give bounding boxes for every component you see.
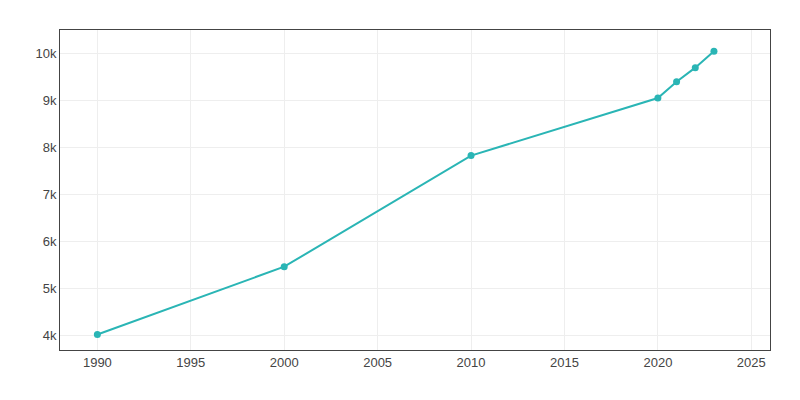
svg-text:2010: 2010 [457, 355, 486, 370]
svg-text:9k: 9k [43, 93, 57, 108]
svg-text:1990: 1990 [83, 355, 112, 370]
svg-text:2020: 2020 [643, 355, 672, 370]
svg-text:7k: 7k [43, 187, 57, 202]
svg-text:5k: 5k [43, 281, 57, 296]
svg-text:2025: 2025 [737, 355, 766, 370]
svg-text:6k: 6k [43, 234, 57, 249]
svg-text:2015: 2015 [550, 355, 579, 370]
svg-text:10k: 10k [35, 46, 56, 61]
svg-text:4k: 4k [43, 328, 57, 343]
svg-text:2005: 2005 [363, 355, 392, 370]
svg-text:1995: 1995 [176, 355, 205, 370]
svg-text:2000: 2000 [270, 355, 299, 370]
svg-text:8k: 8k [43, 140, 57, 155]
